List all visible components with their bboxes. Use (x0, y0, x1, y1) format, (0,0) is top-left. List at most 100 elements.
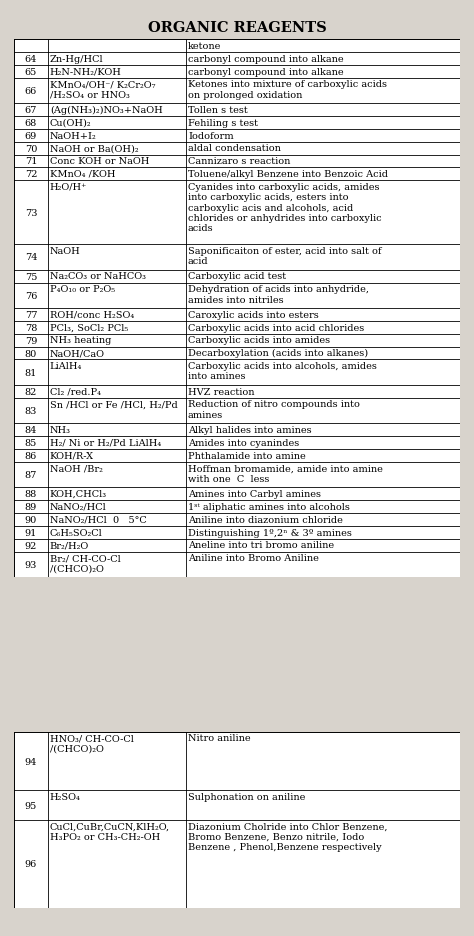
Text: 68: 68 (25, 119, 37, 128)
Text: Cu(OH)₂: Cu(OH)₂ (50, 119, 91, 127)
Text: carbonyl compound into alkane: carbonyl compound into alkane (188, 54, 344, 64)
Text: 65: 65 (25, 67, 37, 77)
Text: P₄O₁₀ or P₂O₅: P₄O₁₀ or P₂O₅ (50, 285, 115, 294)
Text: NH₃ heating: NH₃ heating (50, 336, 111, 345)
Text: NaOH: NaOH (50, 246, 81, 256)
Text: ROH/conc H₂SO₄: ROH/conc H₂SO₄ (50, 311, 134, 319)
Text: 96: 96 (25, 859, 37, 869)
Text: 77: 77 (25, 311, 37, 320)
Text: Carboxylic acids into amides: Carboxylic acids into amides (188, 336, 330, 345)
Text: 71: 71 (25, 157, 37, 167)
Text: Br₂/H₂O: Br₂/H₂O (50, 541, 89, 549)
Text: Amides into cyanindes: Amides into cyanindes (188, 438, 299, 447)
Text: aldal condensation: aldal condensation (188, 144, 281, 154)
Text: Fehiling s test: Fehiling s test (188, 119, 258, 127)
Text: Hoffman bromamide, amide into amine
with one  C  less: Hoffman bromamide, amide into amine with… (188, 464, 383, 483)
Text: Cyanides into carboxylic acids, amides
into carboxylic acids, esters into
carbox: Cyanides into carboxylic acids, amides i… (188, 183, 382, 233)
Text: 81: 81 (25, 369, 37, 377)
Text: Reduction of nitro compounds into
amines: Reduction of nitro compounds into amines (188, 400, 360, 419)
Text: H₂N-NH₂/KOH: H₂N-NH₂/KOH (50, 67, 122, 77)
Text: NaOH or Ba(OH)₂: NaOH or Ba(OH)₂ (50, 144, 138, 154)
Text: (Ag(NH₃)₂)NO₃+NaOH: (Ag(NH₃)₂)NO₃+NaOH (50, 106, 163, 115)
Text: CuCl,CuBr,CuCN,KlH₂O,
H₃PO₂ or CH₃-CH₂-OH: CuCl,CuBr,CuCN,KlH₂O, H₃PO₂ or CH₃-CH₂-O… (50, 822, 170, 841)
Text: 64: 64 (25, 55, 37, 64)
Text: 66: 66 (25, 87, 37, 95)
Text: 85: 85 (25, 439, 37, 447)
Text: H₂/ Ni or H₂/Pd LiAlH₄: H₂/ Ni or H₂/Pd LiAlH₄ (50, 438, 161, 447)
Text: 89: 89 (25, 503, 37, 512)
Text: 67: 67 (25, 106, 37, 115)
Text: 72: 72 (25, 170, 37, 179)
Text: carbonyl compound into alkane: carbonyl compound into alkane (188, 67, 344, 77)
Text: KOH,CHCl₃: KOH,CHCl₃ (50, 490, 107, 499)
Text: PCl₃, SoCl₂ PCl₅: PCl₃, SoCl₂ PCl₅ (50, 323, 128, 332)
Text: Alkyl halides into amines: Alkyl halides into amines (188, 426, 311, 434)
Text: Toluene/alkyl Benzene into Benzoic Acid: Toluene/alkyl Benzene into Benzoic Acid (188, 169, 388, 179)
Text: 91: 91 (25, 528, 37, 537)
Text: Tollen s test: Tollen s test (188, 106, 248, 115)
Text: Conc KOH or NaOH: Conc KOH or NaOH (50, 157, 149, 166)
Text: 78: 78 (25, 324, 37, 332)
Text: Ketones into mixture of carboxylic acids
on prolonged oxidation: Ketones into mixture of carboxylic acids… (188, 80, 387, 99)
Text: Carboxylic acids into alcohols, amides
into amines: Carboxylic acids into alcohols, amides i… (188, 361, 377, 381)
Text: 75: 75 (25, 272, 37, 282)
Text: 95: 95 (25, 801, 37, 810)
Text: Sulphonation on aniline: Sulphonation on aniline (188, 793, 305, 801)
Text: NaOH+I₂: NaOH+I₂ (50, 131, 97, 140)
Text: 76: 76 (25, 292, 37, 300)
Text: Cl₂ /red.P₄: Cl₂ /red.P₄ (50, 388, 101, 396)
Text: NaOH /Br₂: NaOH /Br₂ (50, 464, 103, 473)
Text: Saponificaiton of ester, acid into salt of
acid: Saponificaiton of ester, acid into salt … (188, 246, 382, 266)
Text: 82: 82 (25, 388, 37, 397)
Text: 93: 93 (25, 561, 37, 569)
Text: 70: 70 (25, 144, 37, 154)
Text: 79: 79 (25, 336, 37, 345)
Text: 87: 87 (25, 471, 37, 479)
Text: NaNO₂/HCl  0   5°C: NaNO₂/HCl 0 5°C (50, 515, 146, 524)
Text: Decarboxylation (acids into alkanes): Decarboxylation (acids into alkanes) (188, 349, 368, 358)
Text: HVZ reaction: HVZ reaction (188, 388, 255, 396)
Text: Aniline into Bromo Aniline: Aniline into Bromo Aniline (188, 553, 319, 563)
Text: Carboxylic acid test: Carboxylic acid test (188, 272, 286, 281)
Text: Distinguishing 1º,2ⁿ & 3º amines: Distinguishing 1º,2ⁿ & 3º amines (188, 528, 352, 537)
Text: 84: 84 (25, 426, 37, 435)
Text: Phthalamide into amine: Phthalamide into amine (188, 451, 306, 461)
Text: Amines into Carbyl amines: Amines into Carbyl amines (188, 490, 321, 499)
Text: 83: 83 (25, 407, 37, 416)
Text: Dehydration of acids into anhydride,
amides into nitriles: Dehydration of acids into anhydride, ami… (188, 285, 369, 304)
Text: Iodoform: Iodoform (188, 131, 234, 140)
Text: H₂SO₄: H₂SO₄ (50, 793, 81, 801)
Text: 80: 80 (25, 349, 37, 358)
Text: H₂O/H⁺: H₂O/H⁺ (50, 183, 87, 192)
Text: 88: 88 (25, 490, 37, 499)
Text: NaNO₂/HCl: NaNO₂/HCl (50, 503, 107, 511)
Text: Caroxylic acids into esters: Caroxylic acids into esters (188, 311, 319, 319)
Text: KMnO₄/OH⁻/ K₂Cr₂O₇
/H₂SO₄ or HNO₃: KMnO₄/OH⁻/ K₂Cr₂O₇ /H₂SO₄ or HNO₃ (50, 80, 155, 99)
Text: ORGANIC REAGENTS: ORGANIC REAGENTS (147, 21, 327, 35)
Text: 90: 90 (25, 516, 37, 524)
Text: Diazonium Cholride into Chlor Benzene,
Bromo Benzene, Benzo nitrile, Iodo
Benzen: Diazonium Cholride into Chlor Benzene, B… (188, 822, 387, 852)
Text: 73: 73 (25, 209, 37, 217)
Text: 94: 94 (25, 757, 37, 766)
Text: 74: 74 (25, 254, 37, 262)
Text: Sn /HCl or Fe /HCl, H₂/Pd: Sn /HCl or Fe /HCl, H₂/Pd (50, 400, 178, 409)
Text: Nitro aniline: Nitro aniline (188, 734, 251, 742)
Text: Na₂CO₃ or NaHCO₃: Na₂CO₃ or NaHCO₃ (50, 272, 146, 281)
Text: HNO₃/ CH-CO-Cl
/(CHCO)₂O: HNO₃/ CH-CO-Cl /(CHCO)₂O (50, 734, 134, 753)
Text: Cannizaro s reaction: Cannizaro s reaction (188, 157, 291, 166)
Text: Aniline into diazonium chloride: Aniline into diazonium chloride (188, 515, 343, 524)
Text: 86: 86 (25, 451, 37, 461)
Text: ketone: ketone (188, 42, 221, 51)
Text: Zn-Hg/HCl: Zn-Hg/HCl (50, 54, 103, 64)
Text: KOH/R-X: KOH/R-X (50, 451, 94, 461)
Text: NaOH/CaO: NaOH/CaO (50, 349, 105, 358)
Text: 69: 69 (25, 132, 37, 140)
Text: NH₃: NH₃ (50, 426, 71, 434)
Text: Br₂/ CH-CO-Cl
/(CHCO)₂O: Br₂/ CH-CO-Cl /(CHCO)₂O (50, 553, 120, 573)
Text: Carboxylic acids into acid chlorides: Carboxylic acids into acid chlorides (188, 323, 364, 332)
Text: 92: 92 (25, 541, 37, 550)
Text: 1ˢᵗ aliphatic amines into alcohols: 1ˢᵗ aliphatic amines into alcohols (188, 503, 350, 511)
Text: Aneline into tri bromo aniline: Aneline into tri bromo aniline (188, 541, 334, 549)
Text: LiAlH₄: LiAlH₄ (50, 361, 82, 371)
Text: C₆H₅SO₂Cl: C₆H₅SO₂Cl (50, 528, 102, 537)
